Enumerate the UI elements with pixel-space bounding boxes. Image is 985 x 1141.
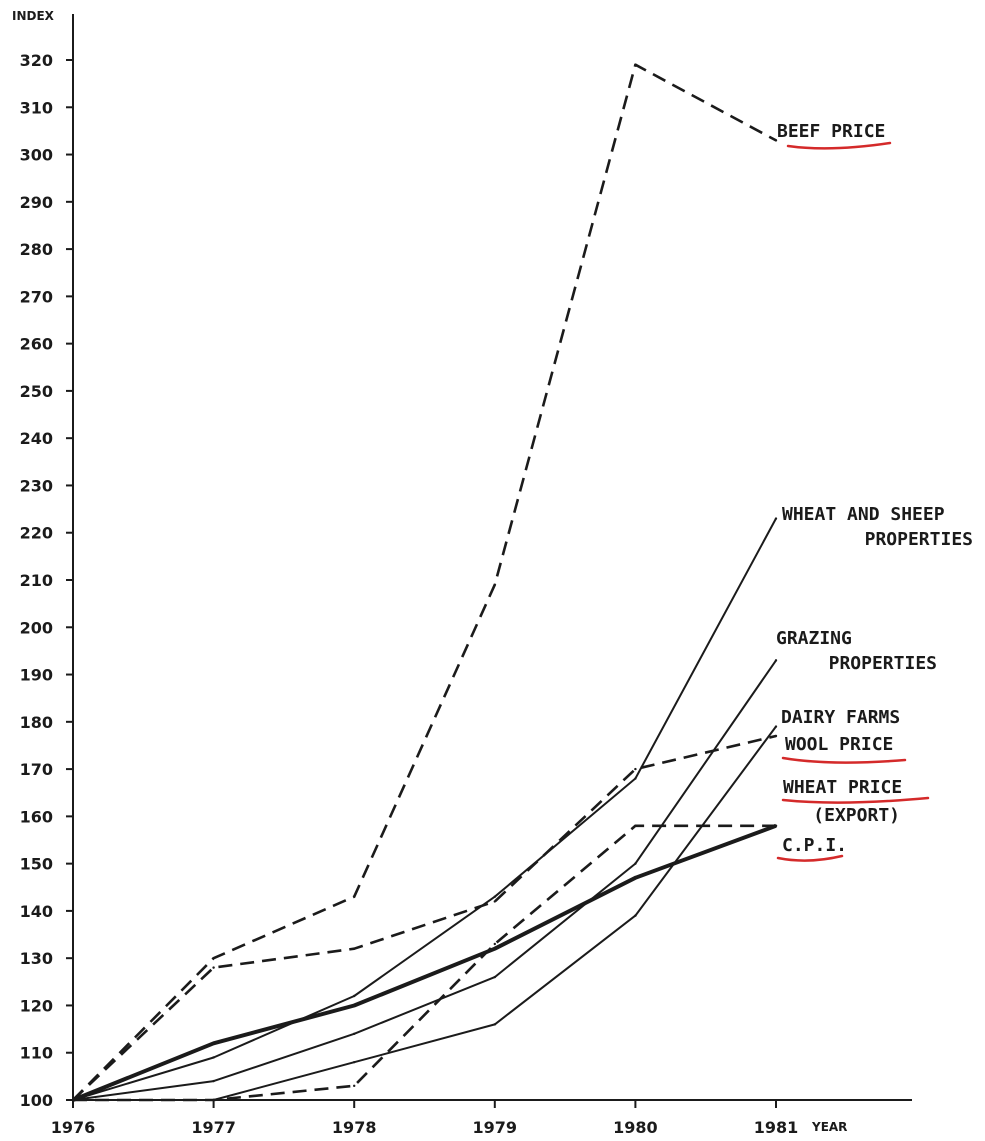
series-point	[353, 1004, 356, 1007]
series-point	[353, 895, 356, 898]
y-tick-label: 320	[20, 51, 53, 70]
series-point	[212, 1079, 215, 1083]
series-point	[493, 1023, 496, 1026]
y-tick-label: 100	[20, 1091, 53, 1110]
series-point	[493, 895, 496, 898]
series-point	[353, 1060, 356, 1064]
underline-mark	[781, 756, 907, 764]
x-tick-label: 1981	[754, 1118, 799, 1137]
underline-mark	[776, 854, 844, 862]
series-lines	[71, 63, 778, 1102]
y-tick-label: 160	[20, 807, 53, 826]
series-line	[73, 725, 777, 1101]
y-tick-label: 290	[20, 193, 53, 212]
series-label: PROPERTIES	[865, 529, 973, 550]
series-line	[72, 734, 777, 1101]
y-tick-label: 170	[20, 760, 53, 779]
y-axis-title: INDEX	[12, 9, 55, 23]
series-point	[212, 966, 215, 969]
x-tick-label: 1978	[332, 1118, 377, 1137]
series-label: PROPERTIES	[829, 653, 937, 674]
series-point	[634, 862, 637, 865]
series-point	[212, 1056, 215, 1059]
series-labels: BEEF PRICE WHEAT AND SHEEP PROPERTIES GRAZI…	[776, 121, 973, 856]
x-tick-label: 1976	[51, 1118, 96, 1137]
y-tick-label: 280	[20, 240, 53, 259]
series-point	[774, 725, 778, 728]
series-label: C.P.I.	[782, 835, 847, 856]
series-point	[493, 900, 496, 903]
series-point	[634, 914, 637, 917]
y-tick-label: 250	[20, 382, 53, 401]
y-tick-label: 220	[20, 524, 53, 543]
series-label: WOOL PRICE	[785, 734, 893, 755]
series-point	[634, 767, 637, 771]
series-point	[493, 947, 496, 950]
y-tick-label: 110	[20, 1044, 53, 1063]
series-point	[774, 139, 778, 142]
x-axis-title: YEAR	[811, 1120, 847, 1134]
series-label: BEEF PRICE	[777, 121, 885, 142]
series-point	[634, 824, 637, 828]
x-tick-label: 1979	[473, 1118, 518, 1137]
series-point	[212, 956, 215, 960]
series-point	[774, 734, 778, 738]
x-axis-ticks: 1976 1977 1978 1979 1980 1981	[51, 1100, 799, 1137]
series-point	[493, 942, 496, 946]
series-label: DAIRY FARMS	[781, 707, 900, 728]
x-tick-label: 1980	[613, 1118, 658, 1137]
series-point	[493, 975, 496, 979]
y-tick-label: 210	[20, 571, 53, 590]
y-tick-label: 200	[20, 618, 53, 637]
red-underlines	[776, 141, 930, 862]
y-tick-label: 130	[20, 949, 53, 968]
y-tick-label: 140	[20, 902, 53, 921]
y-tick-label: 150	[20, 855, 53, 874]
series-point	[353, 1032, 356, 1036]
y-tick-label: 300	[20, 146, 53, 165]
underline-mark	[781, 796, 930, 804]
series-point	[774, 659, 778, 662]
y-tick-label: 230	[20, 476, 53, 495]
y-tick-label: 120	[20, 996, 53, 1015]
series-point	[634, 876, 637, 880]
series-label: GRAZING	[776, 628, 852, 649]
series-line	[72, 518, 777, 1101]
series-label: WHEAT AND SHEEP	[782, 504, 945, 525]
axes	[72, 14, 912, 1101]
y-tick-label: 260	[20, 335, 53, 354]
series-point	[774, 517, 778, 520]
series-point	[493, 583, 496, 586]
series-point	[212, 1042, 215, 1045]
y-tick-label: 310	[20, 98, 53, 117]
series-line	[72, 823, 777, 1102]
series-point	[353, 994, 356, 998]
series-line	[72, 659, 777, 1101]
series-line	[72, 63, 777, 1101]
series-label: WHEAT PRICE	[783, 777, 902, 798]
x-tick-label: 1977	[191, 1118, 236, 1137]
y-tick-label: 190	[20, 666, 53, 685]
y-axis-ticks: 100 110 120 130 140 150 160 170 180 190 200 210 220 2…	[20, 51, 73, 1110]
underline-mark	[786, 141, 892, 150]
series-point	[774, 824, 778, 828]
series-label: (EXPORT)	[813, 805, 900, 826]
y-tick-label: 240	[20, 429, 53, 448]
y-tick-label: 180	[20, 713, 53, 732]
series-point	[634, 63, 637, 66]
series-point	[634, 777, 637, 780]
series-point	[353, 1084, 356, 1088]
y-tick-label: 270	[20, 287, 53, 306]
series-point	[353, 947, 356, 950]
